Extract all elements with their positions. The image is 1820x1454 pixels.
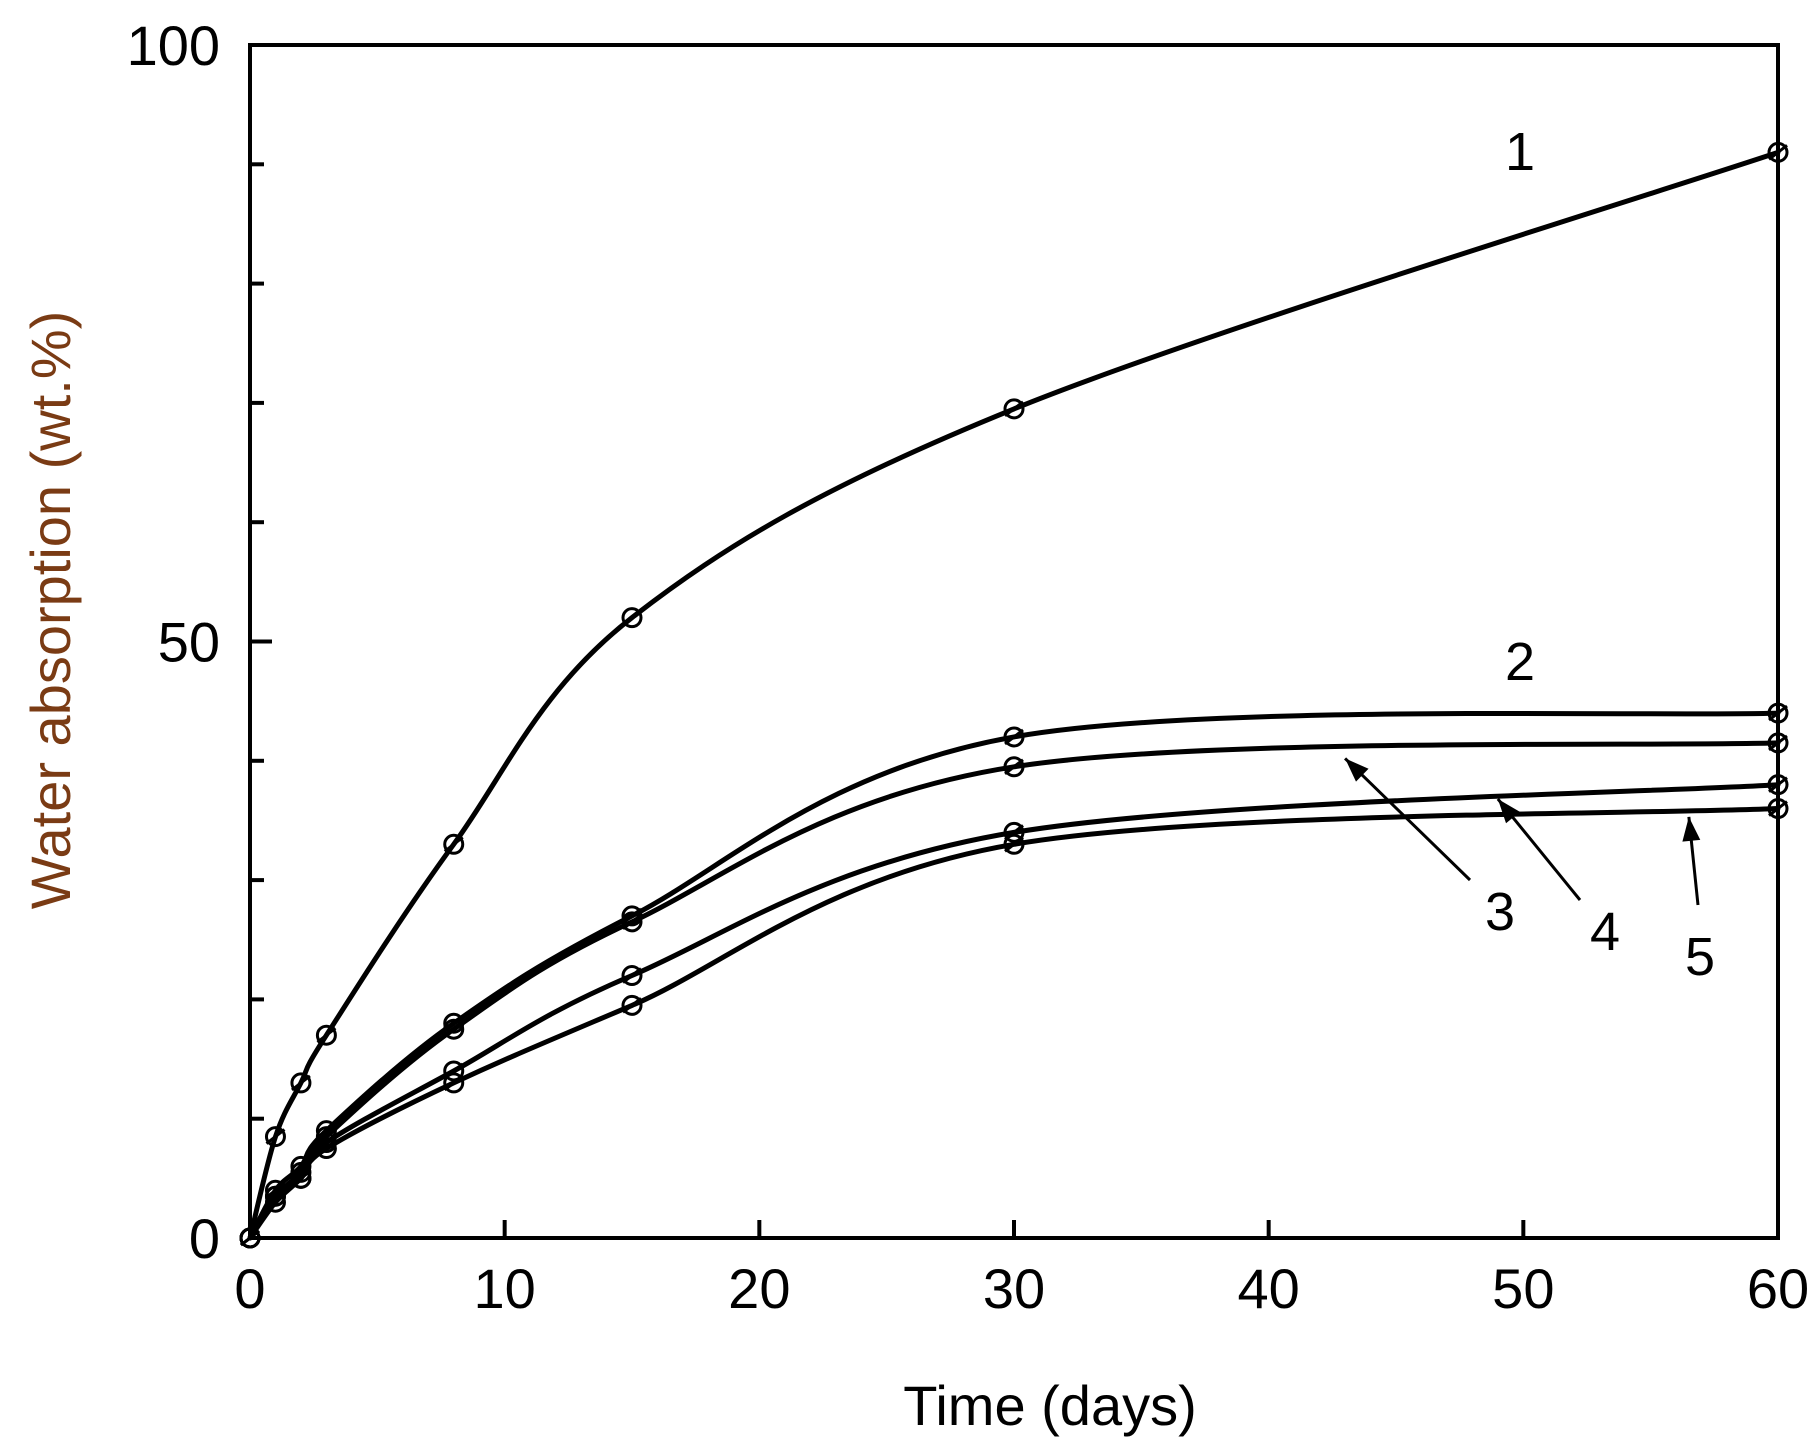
series-3-point xyxy=(443,1018,465,1040)
series-4-point-slash xyxy=(265,1188,286,1205)
series-label-4: 4 xyxy=(1590,902,1620,962)
series-5-point-slash xyxy=(1004,836,1024,853)
series-5-point-slash xyxy=(240,1229,260,1247)
series-3-point-slash xyxy=(1004,758,1024,775)
series-1-line xyxy=(247,149,1781,1241)
series-1-point xyxy=(290,1072,312,1094)
series-1-point xyxy=(621,607,643,629)
plot-area: 0 10 20 30 40 50 60 0 50 100 1 2 3 4 5 xyxy=(127,14,1810,1320)
series-1-point-slash xyxy=(316,1027,337,1044)
y-axis-title: Water absorption (wt.%) xyxy=(19,311,82,910)
series-5-point xyxy=(621,994,643,1016)
x-tick-label: 50 xyxy=(1492,1257,1554,1320)
x-tick-label: 0 xyxy=(234,1257,265,1320)
x-tick-label: 30 xyxy=(983,1257,1045,1320)
series-1-point-slash xyxy=(1768,144,1788,161)
series-3-point-slash xyxy=(1768,734,1788,752)
x-axis-title: Time (days) xyxy=(903,1374,1197,1437)
series-2-point-slash xyxy=(1768,704,1788,722)
series-1-point-slash xyxy=(265,1128,286,1145)
series-4-point-slash xyxy=(316,1134,337,1151)
series-5-point xyxy=(315,1138,337,1160)
series-1-point xyxy=(1003,398,1025,420)
series-5-point xyxy=(443,1072,465,1094)
series-label-3: 3 xyxy=(1485,882,1515,942)
series-4-point xyxy=(1767,774,1789,796)
series-5-point xyxy=(264,1191,286,1213)
series-5-point-slash xyxy=(622,997,642,1014)
y-tick-label: 100 xyxy=(127,14,220,77)
series-3-point xyxy=(621,911,643,933)
series-5-point xyxy=(239,1227,261,1249)
arrow-5-head xyxy=(1682,816,1701,842)
series-4-point-slash xyxy=(1768,776,1788,793)
series-4-point-slash xyxy=(622,967,642,984)
x-tick-label: 10 xyxy=(474,1257,536,1320)
x-tick-label: 20 xyxy=(728,1257,790,1320)
arrow-3-head xyxy=(1345,758,1369,782)
series-3-point xyxy=(1767,732,1789,754)
arrow-3 xyxy=(1344,757,1472,882)
series-label-2: 2 xyxy=(1505,632,1535,692)
series-1-point-slash xyxy=(443,836,464,853)
series-2-point xyxy=(1767,702,1789,724)
series-2-point xyxy=(1003,726,1025,748)
series-3-point-slash xyxy=(622,913,642,931)
series-3-line xyxy=(247,740,1781,1241)
series-1-point xyxy=(264,1126,286,1148)
series-4-point xyxy=(1003,821,1025,843)
series-5-point-slash xyxy=(316,1140,337,1157)
arrow-4-head xyxy=(1497,798,1520,824)
series-1-point xyxy=(1767,141,1789,163)
series-3-point-slash xyxy=(443,1021,464,1038)
series-label-1: 1 xyxy=(1505,122,1535,182)
series-label-5: 5 xyxy=(1685,927,1715,987)
series-5-point-slash xyxy=(443,1074,464,1092)
series-5-point xyxy=(290,1167,312,1189)
series-5-point-slash xyxy=(1768,800,1788,817)
series-5-line xyxy=(247,806,1781,1241)
series-1-point-slash xyxy=(291,1074,311,1092)
series-2-point-slash xyxy=(622,907,642,925)
x-tick-label: 60 xyxy=(1747,1257,1809,1320)
series-5-point-slash xyxy=(291,1170,311,1187)
series-2-point-slash xyxy=(443,1015,464,1032)
series-1-point xyxy=(443,833,465,855)
series-4-point xyxy=(621,965,643,987)
series-5-point xyxy=(1003,833,1025,855)
x-tick-label: 40 xyxy=(1238,1257,1300,1320)
series-3-point xyxy=(1003,756,1025,778)
series-2-point-slash xyxy=(1004,728,1024,746)
y-tick-label: 0 xyxy=(189,1207,220,1270)
series-1-point-slash xyxy=(622,609,642,626)
series-1-point-slash xyxy=(1004,400,1024,418)
y-tick-label: 50 xyxy=(158,611,220,674)
series-4-point xyxy=(443,1060,465,1082)
series-5-point xyxy=(1767,798,1789,820)
series-1-point xyxy=(315,1024,337,1046)
series-5-point-slash xyxy=(265,1194,286,1211)
